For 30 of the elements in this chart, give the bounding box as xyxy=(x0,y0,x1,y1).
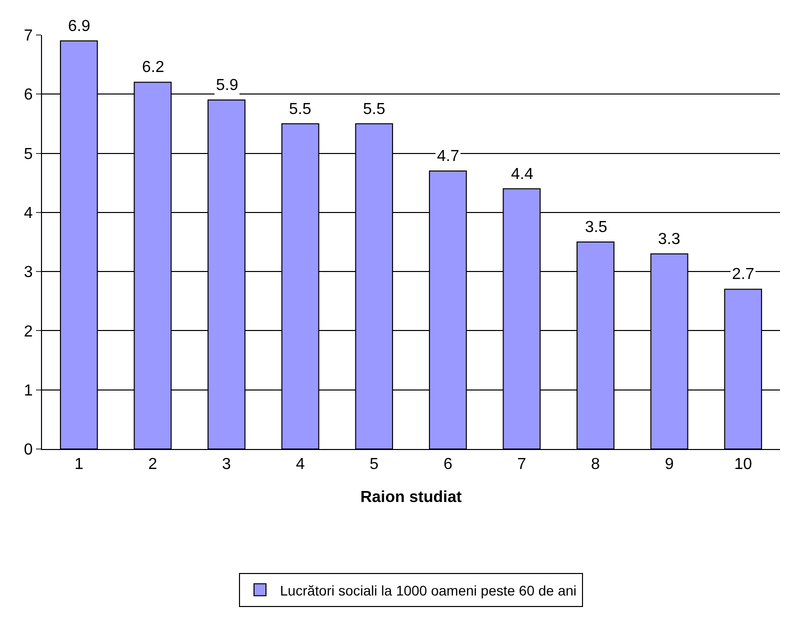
x-tick-label: 4 xyxy=(296,456,305,474)
x-tick-label: 5 xyxy=(370,456,379,474)
x-tick-label: 7 xyxy=(517,456,526,474)
x-axis-title: Raion studiat xyxy=(360,488,462,506)
y-tick-label: 2 xyxy=(24,323,33,340)
x-tick-label: 8 xyxy=(591,456,600,474)
data-label: 3.5 xyxy=(585,219,608,236)
data-label: 5.9 xyxy=(216,77,238,94)
y-tick-label: 6 xyxy=(24,86,33,104)
data-label: 5.5 xyxy=(289,101,312,118)
y-tick-label: 4 xyxy=(24,205,33,222)
data-label: 5.5 xyxy=(363,101,386,118)
y-tick-label: 3 xyxy=(24,264,33,282)
data-label: 4.7 xyxy=(437,148,460,165)
y-tick-label: 0 xyxy=(24,442,33,459)
x-tick-label: 3 xyxy=(222,456,232,474)
x-tick-label: 10 xyxy=(734,456,752,474)
data-label: 6.2 xyxy=(142,59,164,76)
y-tick-label: 7 xyxy=(24,28,33,45)
x-tick-label: 9 xyxy=(664,456,674,474)
data-label: 2.7 xyxy=(732,266,754,283)
x-tick-label: 1 xyxy=(74,456,84,474)
x-tick-label: 6 xyxy=(443,456,452,474)
data-label: 6.9 xyxy=(68,18,90,35)
y-tick-label: 1 xyxy=(24,382,33,400)
y-tick-label: 5 xyxy=(24,146,33,163)
legend-label: Lucrători sociali la 1000 oameni peste 60 de ani xyxy=(280,582,577,598)
x-tick-label: 2 xyxy=(148,456,158,474)
data-label: 3.3 xyxy=(658,231,680,248)
data-label: 4.4 xyxy=(511,166,534,183)
